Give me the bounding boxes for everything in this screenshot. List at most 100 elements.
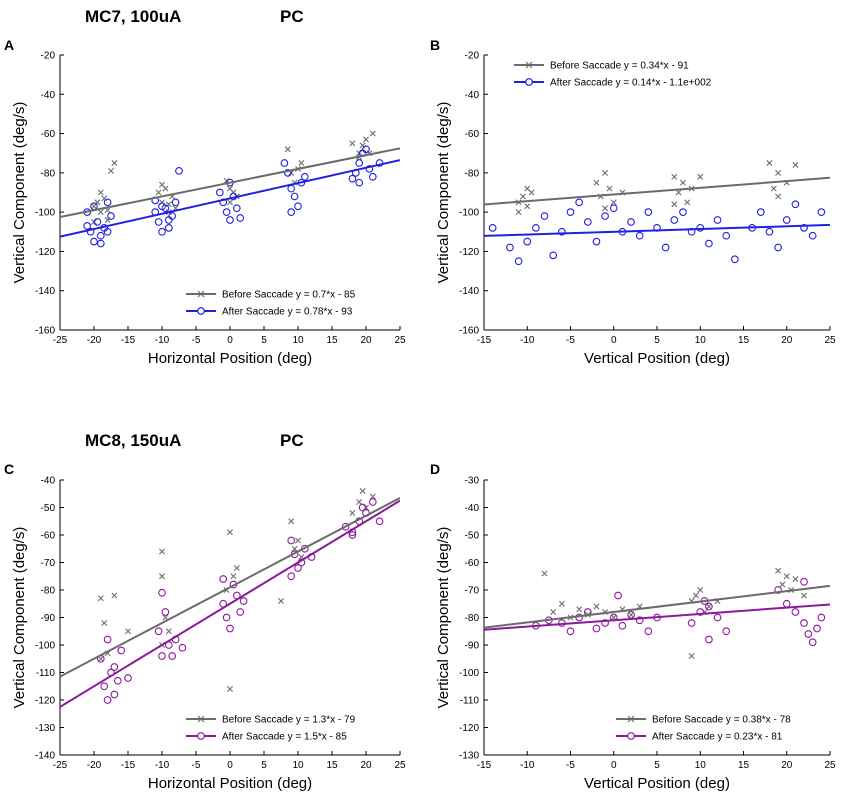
- data-point-after-saccade: [614, 591, 622, 600]
- y-tick-label: -90: [465, 641, 480, 652]
- data-point-before-saccade: [159, 548, 165, 555]
- x-tick-label: -5: [566, 335, 575, 346]
- data-point-after-saccade: [110, 663, 119, 671]
- data-point-after-saccade: [592, 237, 601, 246]
- legend-marker-x: [525, 61, 533, 69]
- panel-c-plot: -25 -20 -15 -10 -5 0 5 10 15 20 25-140-130-120-110…: [11, 476, 406, 793]
- data-point-before-saccade: [602, 205, 609, 212]
- data-point-before-saccade: [675, 189, 682, 196]
- data-point-after-saccade: [358, 503, 367, 512]
- data-point-after-saccade: [110, 690, 119, 699]
- data-point-after-saccade: [696, 608, 705, 616]
- data-point-before-saccade: [606, 185, 613, 192]
- y-tick-label: -30: [465, 476, 480, 487]
- legend: Before Saccade y = 0.38*x - 78 After Sacc…: [616, 715, 791, 743]
- y-tick-label: -60: [41, 129, 56, 140]
- data-point-after-saccade: [348, 531, 357, 539]
- data-point-before-saccade: [278, 598, 284, 604]
- data-point-before-saccade: [359, 488, 366, 494]
- x-tick-label: 0: [227, 335, 233, 346]
- legend-marker-x: [197, 290, 205, 298]
- data-point-before-saccade: [576, 606, 583, 613]
- x-tick-label: 5: [261, 335, 267, 346]
- plot-area: [484, 567, 830, 659]
- x-tick-label: -10: [520, 335, 535, 346]
- data-point-before-saccade: [550, 609, 557, 615]
- x-tick-label: -10: [520, 760, 535, 771]
- legend: Before Saccade y = 0.7*x - 85 After Sacca…: [186, 290, 356, 318]
- data-point-after-saccade: [280, 159, 289, 167]
- legend-entry: After Saccade y = 1.5*x - 85: [222, 732, 347, 743]
- data-point-after-saccade: [618, 621, 627, 630]
- data-point-before-saccade: [101, 195, 108, 202]
- legend-entry: Before Saccade y = 0.38*x - 78: [652, 715, 791, 726]
- x-tick-label: 0: [611, 335, 617, 346]
- legend-marker-o: [627, 732, 635, 740]
- data-point-after-saccade: [168, 652, 177, 660]
- x-tick-label: 5: [654, 335, 660, 346]
- data-point-after-saccade: [290, 192, 299, 201]
- data-point-after-saccade: [175, 167, 183, 175]
- data-point-after-saccade: [219, 575, 228, 583]
- y-tick-label: -100: [35, 641, 55, 652]
- data-point-after-saccade: [800, 619, 808, 627]
- data-point-after-saccade: [774, 586, 782, 594]
- data-point-before-saccade: [101, 620, 108, 626]
- y-tick-label: -120: [35, 247, 55, 258]
- data-point-after-saccade: [158, 227, 166, 236]
- x-tick-label: 15: [326, 335, 338, 346]
- y-axis-label: Vertical Component (deg/s): [435, 102, 452, 284]
- data-point-after-saccade: [375, 517, 384, 526]
- data-point-after-saccade: [601, 619, 609, 627]
- data-point-before-saccade: [111, 592, 118, 599]
- data-point-before-saccade: [792, 162, 799, 168]
- x-tick-label: 5: [261, 760, 267, 771]
- data-point-after-saccade: [300, 172, 309, 181]
- data-point-before-saccade: [775, 169, 782, 176]
- data-point-after-saccade: [117, 646, 126, 655]
- data-point-after-saccade: [236, 608, 245, 616]
- data-point-before-saccade: [349, 510, 356, 516]
- data-point-before-saccade: [155, 189, 162, 196]
- y-tick-label: -140: [35, 286, 55, 297]
- data-point-before-saccade: [792, 576, 799, 582]
- x-axis-label: Horizontal Position (deg): [148, 775, 312, 792]
- fit-line-after-saccade: [484, 603, 830, 631]
- x-tick-label: -10: [155, 335, 170, 346]
- x-axis-label: Vertical Position (deg): [584, 350, 730, 367]
- row-title-1-cell: PC: [280, 7, 304, 26]
- data-point-after-saccade: [523, 237, 532, 246]
- x-tick-label: 20: [781, 760, 793, 771]
- data-point-before-saccade: [770, 185, 777, 192]
- data-point-before-saccade: [291, 545, 298, 552]
- data-point-after-saccade: [341, 522, 350, 531]
- data-point-after-saccade: [782, 216, 791, 224]
- y-tick-label: -40: [41, 476, 56, 487]
- plot-area: [60, 130, 400, 248]
- data-point-after-saccade: [355, 159, 364, 167]
- data-point-after-saccade: [782, 599, 791, 608]
- y-tick-label: -70: [41, 558, 56, 569]
- data-point-before-saccade: [233, 565, 240, 571]
- data-point-before-saccade: [697, 173, 704, 180]
- x-tick-label: -5: [192, 335, 201, 346]
- data-point-after-saccade: [713, 216, 722, 224]
- data-point-after-saccade: [635, 616, 644, 625]
- data-point-before-saccade: [369, 493, 376, 500]
- x-tick-label: -15: [121, 760, 136, 771]
- data-point-before-saccade: [165, 201, 172, 208]
- data-point-before-saccade: [108, 167, 114, 174]
- x-tick-label: 15: [326, 760, 338, 771]
- data-point-after-saccade: [113, 676, 122, 685]
- y-tick-label: -80: [41, 168, 56, 179]
- data-point-after-saccade: [178, 643, 187, 652]
- data-point-after-saccade: [294, 564, 302, 572]
- y-tick-label: -60: [465, 558, 480, 569]
- data-point-after-saccade: [103, 696, 112, 704]
- data-point-before-saccade: [356, 499, 363, 505]
- y-tick-label: -40: [465, 503, 480, 514]
- data-point-after-saccade: [164, 216, 173, 224]
- panel-d-plot: -15 -10 -5 0 5 10 15 20 25-130-120-110-100-90-80…: [435, 476, 836, 793]
- x-tick-label: 25: [824, 335, 836, 346]
